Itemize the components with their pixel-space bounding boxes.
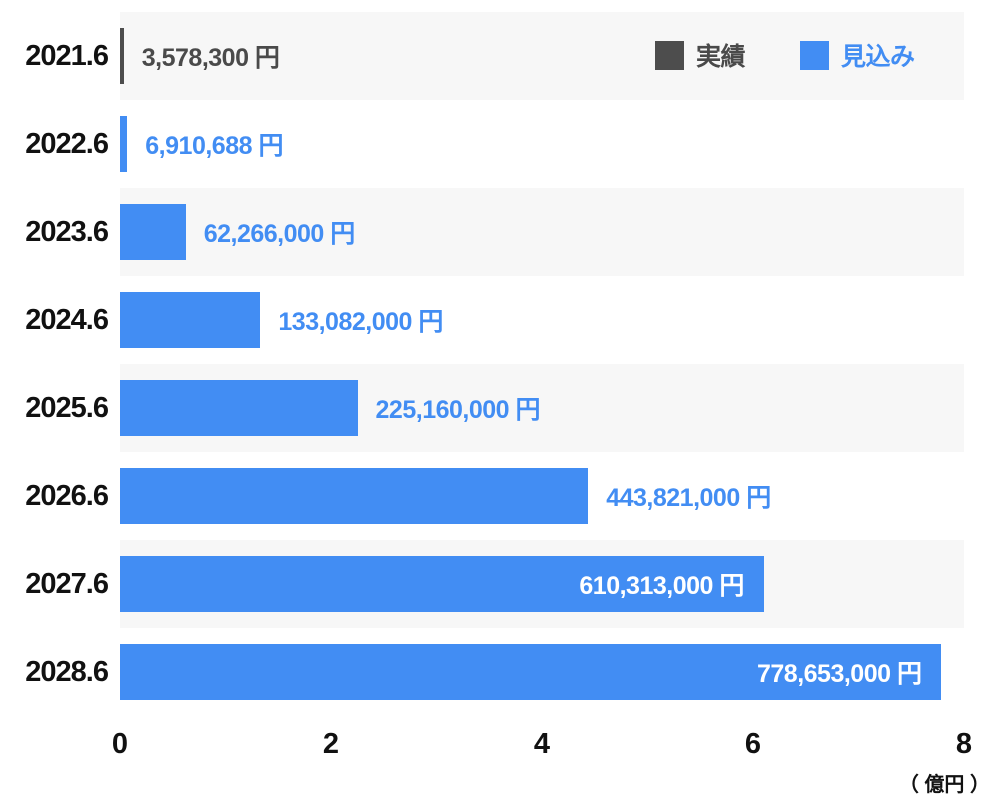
row-band: 6,910,688 円	[120, 100, 964, 188]
x-axis: （ 億円 ） 0 2 4 6 8	[0, 716, 1000, 808]
legend-item-forecast: 見込み	[800, 40, 915, 71]
chart-row: 2025.6 225,160,000 円	[0, 364, 1000, 452]
row-band: 778,653,000 円	[120, 628, 964, 716]
value-label: 62,266,000 円	[203, 220, 356, 248]
category-label: 2025.6	[25, 391, 109, 424]
row-band: 225,160,000 円	[120, 364, 964, 452]
legend-swatch-actual	[655, 40, 684, 70]
value-label: 133,082,000 円	[278, 308, 443, 336]
legend-label: 実績	[696, 43, 746, 71]
value-label: 225,160,000 円	[375, 396, 541, 424]
bar-forecast	[120, 468, 589, 524]
bar-forecast	[120, 380, 358, 436]
x-tick: 8	[955, 728, 973, 760]
category-label: 2026.6	[25, 479, 109, 512]
bar-forecast: 610,313,000 円	[120, 556, 764, 612]
x-tick: 0	[111, 728, 129, 760]
row-band: 133,082,000 円	[120, 276, 964, 364]
chart-row: 2026.6 443,821,000 円	[0, 452, 1000, 540]
bar-forecast: 778,653,000 円	[120, 644, 942, 700]
plot-area: 2021.6 3,578,300 円 2022.6 6,910,688 円 2023.6…	[0, 12, 1000, 716]
value-label: 6,910,688 円	[145, 132, 283, 160]
legend-label: 見込み	[841, 43, 915, 71]
bar-actual	[120, 28, 124, 84]
chart-row: 2023.6 62,266,000 円	[0, 188, 1000, 276]
row-band: 443,821,000 円	[120, 452, 964, 540]
x-tick: 6	[744, 728, 762, 760]
category-label: 2021.6	[25, 39, 109, 72]
category-label: 2024.6	[25, 303, 109, 336]
chart-row: 2024.6 133,082,000 円	[0, 276, 1000, 364]
category-label: 2023.6	[25, 215, 109, 248]
x-tick: 2	[322, 728, 340, 760]
category-label: 2028.6	[25, 655, 109, 688]
chart-row: 2027.6 610,313,000 円	[0, 540, 1000, 628]
x-tick: 4	[533, 728, 551, 760]
legend-item-actual: 実績	[655, 40, 746, 71]
value-label: 3,578,300 円	[141, 44, 280, 72]
row-band: 62,266,000 円	[120, 188, 964, 276]
chart-row: 2028.6 778,653,000 円	[0, 628, 1000, 716]
value-label: 443,821,000 円	[606, 484, 771, 512]
chart-row: 2022.6 6,910,688 円	[0, 100, 1000, 188]
bar-forecast	[120, 204, 186, 260]
axis-unit-label: （ 億円 ）	[898, 774, 990, 796]
category-label: 2022.6	[25, 127, 109, 160]
bar-forecast	[120, 292, 261, 348]
legend: 実績 見込み	[0, 40, 1000, 72]
legend-swatch-forecast	[800, 40, 829, 70]
bar-forecast	[120, 116, 128, 172]
category-label: 2027.6	[25, 567, 109, 600]
value-label: 610,313,000 円	[579, 572, 744, 600]
row-band: 610,313,000 円	[120, 540, 964, 628]
value-label: 778,653,000 円	[756, 660, 922, 688]
